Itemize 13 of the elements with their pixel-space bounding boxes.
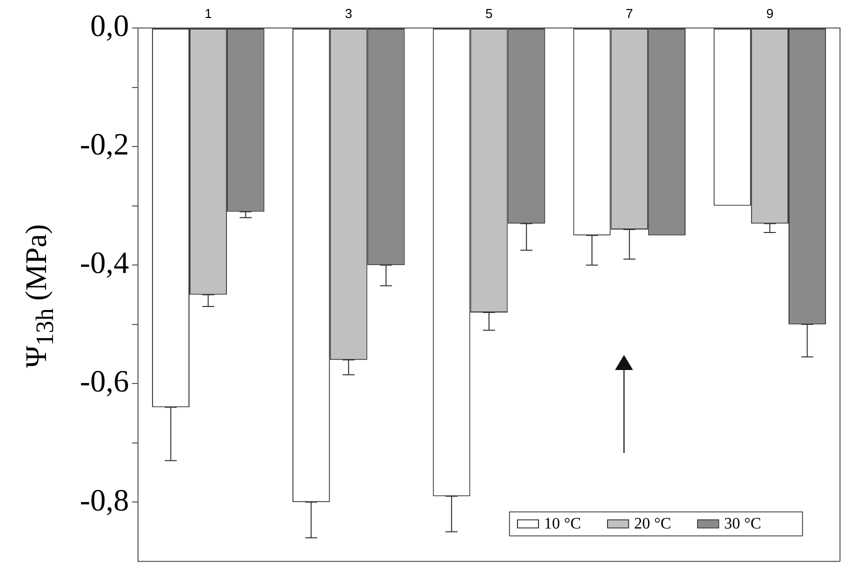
- x-tick-label: 1: [204, 6, 212, 21]
- y-tick-label: -0,6: [80, 364, 129, 399]
- y-tick-label: 0,0: [90, 8, 129, 44]
- x-tick-label: 7: [626, 6, 634, 21]
- x-tick-label: 3: [344, 6, 352, 21]
- y-tick-label: -0,8: [80, 482, 129, 518]
- x-tick-label: 5: [485, 6, 493, 21]
- y-tick-label: -0,2: [80, 126, 129, 162]
- y-tick-label: -0,4: [80, 245, 130, 280]
- legend-label: 20 °C: [634, 516, 672, 533]
- legend-label: 10 °C: [544, 516, 582, 533]
- legend-label: 30 °C: [724, 516, 762, 533]
- x-tick-label: 9: [766, 6, 774, 21]
